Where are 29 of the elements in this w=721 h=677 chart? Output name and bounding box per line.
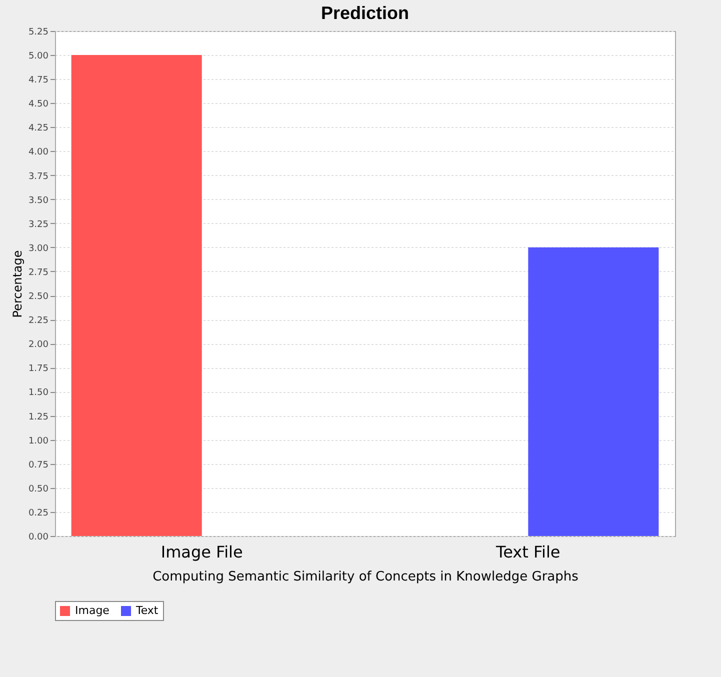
- y-tick-label: 2.50: [28, 292, 49, 302]
- y-tick-label: 0.75: [28, 460, 48, 470]
- y-tick-label: 5.00: [28, 52, 49, 62]
- y-tick-label: 4.25: [28, 124, 48, 134]
- y-tick-label: 4.50: [28, 100, 49, 110]
- y-tick-label: 0.50: [28, 484, 49, 494]
- y-tick-label: 4.75: [28, 76, 48, 86]
- x-tick-label: Image File: [160, 542, 243, 562]
- y-tick-label: 1.75: [28, 364, 48, 374]
- y-tick-label: 3.00: [28, 244, 49, 254]
- y-tick-label: 4.00: [28, 148, 49, 158]
- y-tick-label: 3.50: [28, 196, 49, 206]
- legend-label: Image: [75, 604, 110, 617]
- y-tick-label: 5.25: [28, 28, 48, 38]
- y-tick-label: 3.25: [28, 220, 48, 230]
- y-tick-label: 2.25: [28, 316, 48, 326]
- y-tick-label: 0.00: [28, 532, 49, 542]
- y-tick-label: 2.00: [28, 340, 49, 350]
- y-axis-title: Percentage: [10, 250, 24, 318]
- x-axis-title: Computing Semantic Similarity of Concepts in Knowledge Graphs: [152, 570, 579, 584]
- y-tick-label: 1.25: [28, 412, 48, 422]
- y-tick-label: 1.50: [28, 388, 49, 398]
- legend-label: Text: [135, 604, 159, 617]
- y-tick-label: 2.75: [28, 268, 48, 278]
- chart-title: Prediction: [320, 3, 410, 23]
- x-tick-label: Text File: [495, 542, 560, 562]
- y-tick-label: 0.25: [28, 508, 48, 518]
- y-tick-label: 3.75: [28, 172, 48, 182]
- y-tick-label: 1.00: [28, 436, 49, 446]
